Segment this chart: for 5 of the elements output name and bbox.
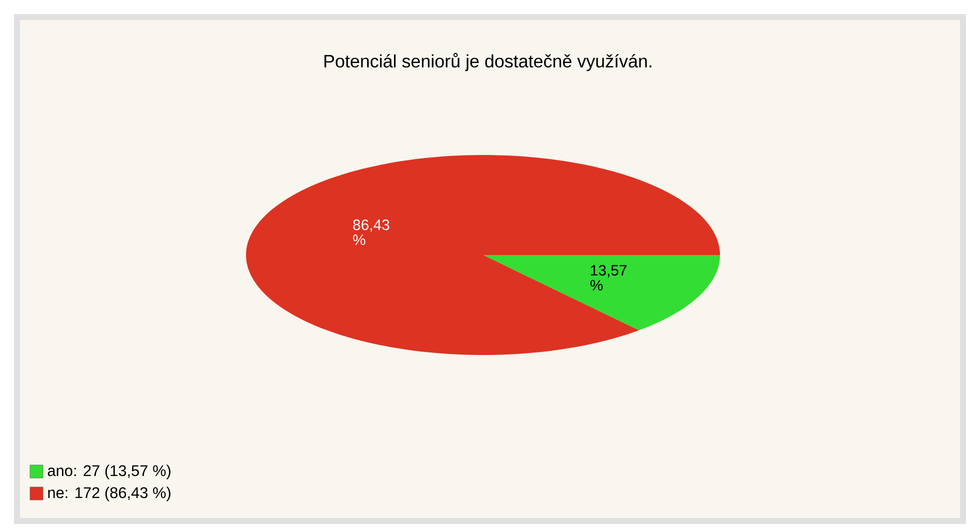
data-label: 86,43 %: [353, 220, 390, 245]
chart-title: Potenciál seniorů je dostatečně využíván.: [324, 52, 652, 72]
legend-label: ne: 172 (86,43 %): [48, 486, 170, 502]
data-label: 13,57 %: [590, 265, 627, 290]
legend-label: ano: 27 (13,57 %): [48, 464, 170, 480]
